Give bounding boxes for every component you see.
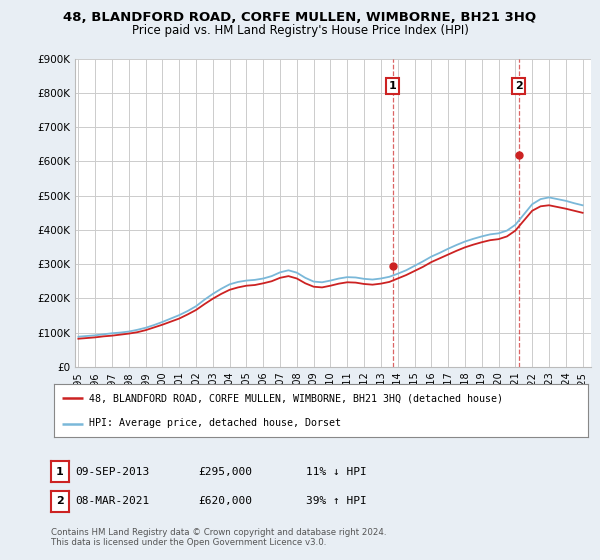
Text: HPI: Average price, detached house, Dorset: HPI: Average price, detached house, Dors… — [89, 418, 341, 428]
Text: Price paid vs. HM Land Registry's House Price Index (HPI): Price paid vs. HM Land Registry's House … — [131, 24, 469, 36]
Text: 1: 1 — [389, 81, 397, 91]
Text: Contains HM Land Registry data © Crown copyright and database right 2024.
This d: Contains HM Land Registry data © Crown c… — [51, 528, 386, 547]
Text: 1: 1 — [56, 466, 64, 477]
Text: 08-MAR-2021: 08-MAR-2021 — [75, 496, 149, 506]
Text: 48, BLANDFORD ROAD, CORFE MULLEN, WIMBORNE, BH21 3HQ: 48, BLANDFORD ROAD, CORFE MULLEN, WIMBOR… — [64, 11, 536, 24]
Text: £620,000: £620,000 — [198, 496, 252, 506]
Text: 48, BLANDFORD ROAD, CORFE MULLEN, WIMBORNE, BH21 3HQ (detached house): 48, BLANDFORD ROAD, CORFE MULLEN, WIMBOR… — [89, 394, 503, 404]
Text: 11% ↓ HPI: 11% ↓ HPI — [306, 466, 367, 477]
Text: 2: 2 — [56, 496, 64, 506]
Text: 09-SEP-2013: 09-SEP-2013 — [75, 466, 149, 477]
Text: £295,000: £295,000 — [198, 466, 252, 477]
Text: 2: 2 — [515, 81, 523, 91]
Text: 39% ↑ HPI: 39% ↑ HPI — [306, 496, 367, 506]
